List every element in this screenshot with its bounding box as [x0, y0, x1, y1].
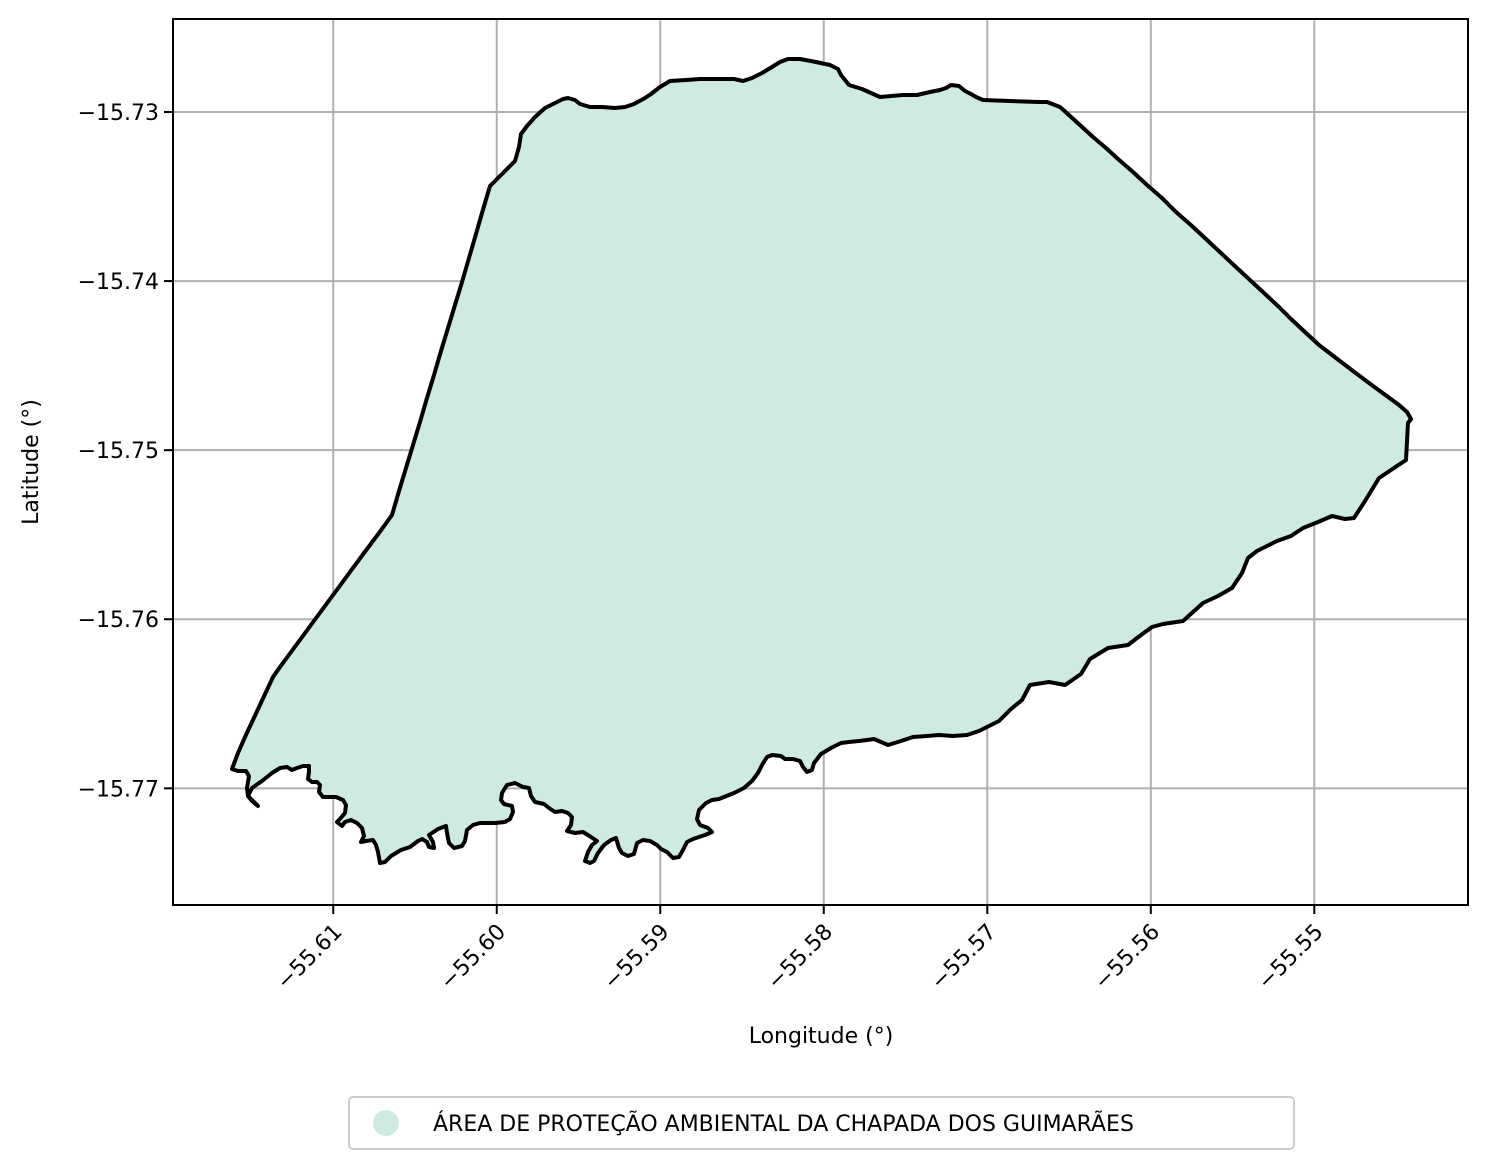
- y-axis-label: Latitude (°): [19, 399, 44, 525]
- plot-frame: [172, 18, 1469, 906]
- y-tick-label: −15.76: [78, 608, 159, 633]
- legend-box: [348, 1096, 1295, 1150]
- y-axis-ticks: −15.73 −15.74 −15.75 −15.76 −15.77: [78, 101, 173, 802]
- legend-marker: [373, 1110, 399, 1136]
- y-tick-label: −15.77: [78, 777, 159, 802]
- x-axis-label: Longitude (°): [749, 1024, 894, 1049]
- protected-area-polygon[interactable]: [230, 57, 1413, 865]
- y-tick-label: −15.75: [78, 439, 159, 464]
- y-tick-label: −15.74: [78, 270, 159, 295]
- legend: ÁREA DE PROTEÇÃO AMBIENTAL DA CHAPADA DO…: [348, 1096, 1295, 1150]
- legend-entry-label: ÁREA DE PROTEÇÃO AMBIENTAL DA CHAPADA DO…: [433, 1110, 1134, 1137]
- y-tick-label: −15.73: [78, 101, 159, 126]
